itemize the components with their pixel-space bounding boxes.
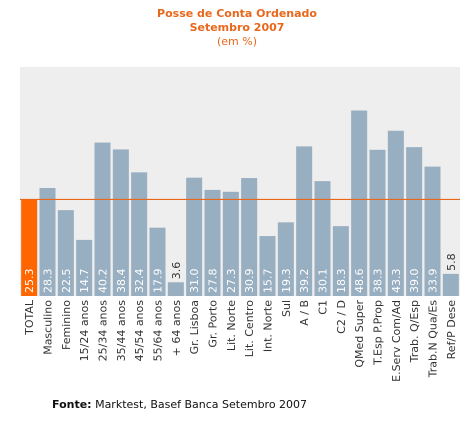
value-label-15: 39.2: [298, 269, 311, 294]
value-label-4: 40.2: [97, 269, 110, 294]
value-label-7: 17.9: [152, 269, 165, 294]
value-label-21: 39.0: [408, 269, 421, 294]
category-label-6: 45/54 anos: [133, 300, 146, 362]
value-label-23: 5.8: [445, 253, 458, 271]
value-label-6: 32.4: [133, 269, 146, 294]
value-label-2: 22.5: [60, 269, 73, 294]
category-label-14: Sul: [280, 300, 293, 317]
value-label-10: 27.8: [207, 269, 220, 294]
value-label-9: 31.0: [188, 269, 201, 294]
bar-7: [149, 227, 166, 296]
bar-6: [131, 172, 148, 296]
bar-1: [39, 187, 56, 296]
bar-19: [369, 149, 386, 296]
category-label-4: 25/34 anos: [97, 300, 110, 362]
bar-18: [351, 110, 368, 296]
value-label-5: 38.4: [115, 269, 128, 294]
value-label-16: 30.1: [317, 269, 330, 294]
bar-8: [167, 282, 184, 296]
bar-2: [57, 210, 74, 297]
category-label-8: + 64 anos: [170, 300, 183, 357]
value-label-3: 14.7: [78, 269, 91, 294]
bar-3: [76, 239, 93, 296]
category-label-11: Lit. Norte: [225, 300, 238, 351]
category-label-15: A / B: [298, 300, 311, 326]
category-label-5: 35/44 anos: [115, 300, 128, 362]
value-label-0: 25.3: [23, 269, 36, 294]
bar-13: [259, 236, 276, 296]
bar-17: [332, 226, 349, 296]
category-label-23: Ref/P Dese: [445, 300, 458, 360]
value-label-13: 15.7: [262, 269, 275, 294]
category-label-17: C2 / D: [335, 300, 348, 334]
value-label-20: 43.3: [390, 269, 403, 294]
bar-4: [94, 142, 111, 296]
category-label-9: Gr. Lisboa: [188, 300, 201, 354]
category-label-18: QMed Super: [353, 300, 366, 368]
category-label-7: 55/64 anos: [152, 300, 165, 362]
value-label-22: 33.9: [427, 269, 440, 294]
category-label-16: C1: [317, 300, 330, 315]
category-label-0: TOTAL: [23, 299, 36, 336]
bar-14: [277, 222, 294, 296]
source-label: Fonte:: [52, 398, 92, 411]
source-text: Marktest, Basef Banca Setembro 2007: [95, 398, 308, 411]
category-label-21: Trab. Q/Esp: [408, 300, 421, 363]
category-label-1: Masculino: [42, 300, 55, 355]
category-label-3: 15/24 anos: [78, 300, 91, 362]
bar-23: [442, 273, 459, 296]
chart-subtitle: Setembro 2007: [189, 21, 285, 34]
category-label-10: Gr. Porto: [207, 300, 220, 348]
chart-unit-note: (em %): [216, 35, 257, 48]
value-label-19: 38.3: [372, 269, 385, 294]
value-label-17: 18.3: [335, 269, 348, 294]
bar-12: [241, 178, 258, 296]
value-label-8: 3.6: [170, 262, 183, 280]
bar-11: [222, 191, 239, 296]
bar-16: [314, 181, 331, 296]
bar-5: [112, 149, 129, 296]
category-label-22: Trab.N Qua/Es: [427, 300, 440, 379]
chart-title: Posse de Conta Ordenado: [157, 7, 317, 20]
category-label-20: E.Serv Com/Ad: [390, 300, 403, 382]
value-label-11: 27.3: [225, 269, 238, 294]
value-label-1: 28.3: [42, 269, 55, 294]
bar-10: [204, 189, 221, 296]
bar-15: [296, 146, 313, 296]
chart-title-block: Posse de Conta Ordenado Setembro 2007 (e…: [0, 7, 474, 49]
category-label-12: Lit. Centro: [243, 300, 256, 358]
value-label-12: 30.9: [243, 269, 256, 294]
category-label-19: T.Esp P.Prop: [372, 300, 385, 366]
bar-0: [21, 199, 38, 296]
bar-20: [387, 130, 404, 296]
value-label-18: 48.6: [353, 269, 366, 294]
bar-21: [406, 147, 423, 296]
category-label-13: Int. Norte: [262, 300, 275, 352]
category-label-2: Feminino: [60, 300, 73, 350]
source-note: Fonte: Marktest, Basef Banca Setembro 20…: [52, 398, 307, 411]
value-label-14: 19.3: [280, 269, 293, 294]
bar-9: [186, 177, 203, 296]
plot-area: [20, 67, 460, 296]
